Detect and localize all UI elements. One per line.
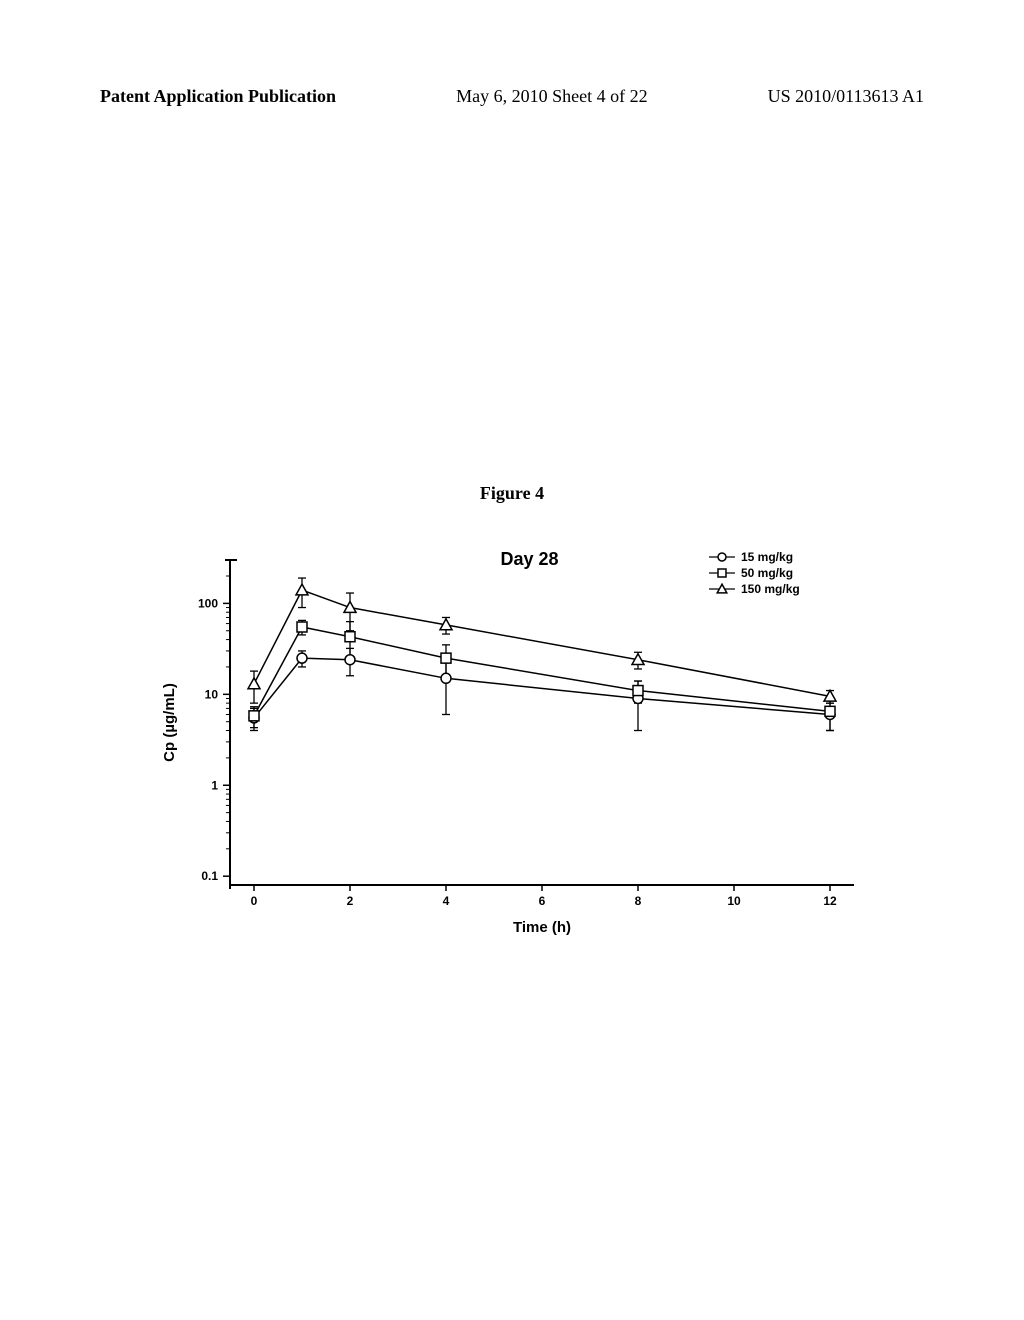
header-date-sheet: May 6, 2010 Sheet 4 of 22 (456, 86, 647, 107)
svg-text:12: 12 (823, 894, 837, 908)
page-header: Patent Application Publication May 6, 20… (0, 86, 1024, 107)
svg-text:1: 1 (211, 778, 218, 792)
svg-text:50 mg/kg: 50 mg/kg (741, 566, 793, 580)
svg-text:0: 0 (251, 894, 258, 908)
header-doc-number: US 2010/0113613 A1 (768, 86, 924, 107)
svg-text:0.1: 0.1 (201, 869, 218, 883)
svg-text:2: 2 (347, 894, 354, 908)
figure-caption: Figure 4 (0, 483, 1024, 504)
svg-text:4: 4 (443, 894, 450, 908)
svg-text:10: 10 (727, 894, 741, 908)
chart-container: 0 2 4 6 8 10 12 0.1 1 10 100 Time (h) Cp (µg/mL) Day … (150, 540, 874, 940)
pk-chart: 0 2 4 6 8 10 12 0.1 1 10 100 Time (h) Cp (µg/mL) Day … (150, 540, 874, 940)
svg-text:10: 10 (205, 687, 219, 701)
header-publication: Patent Application Publication (100, 86, 336, 107)
svg-text:8: 8 (635, 894, 642, 908)
svg-text:Cp (µg/mL): Cp (µg/mL) (161, 683, 178, 762)
svg-text:6: 6 (539, 894, 546, 908)
svg-text:150 mg/kg: 150 mg/kg (741, 582, 800, 596)
svg-text:Time (h): Time (h) (513, 919, 571, 936)
svg-text:Day 28: Day 28 (500, 549, 558, 569)
svg-text:100: 100 (198, 596, 218, 610)
svg-text:15 mg/kg: 15 mg/kg (741, 550, 793, 564)
